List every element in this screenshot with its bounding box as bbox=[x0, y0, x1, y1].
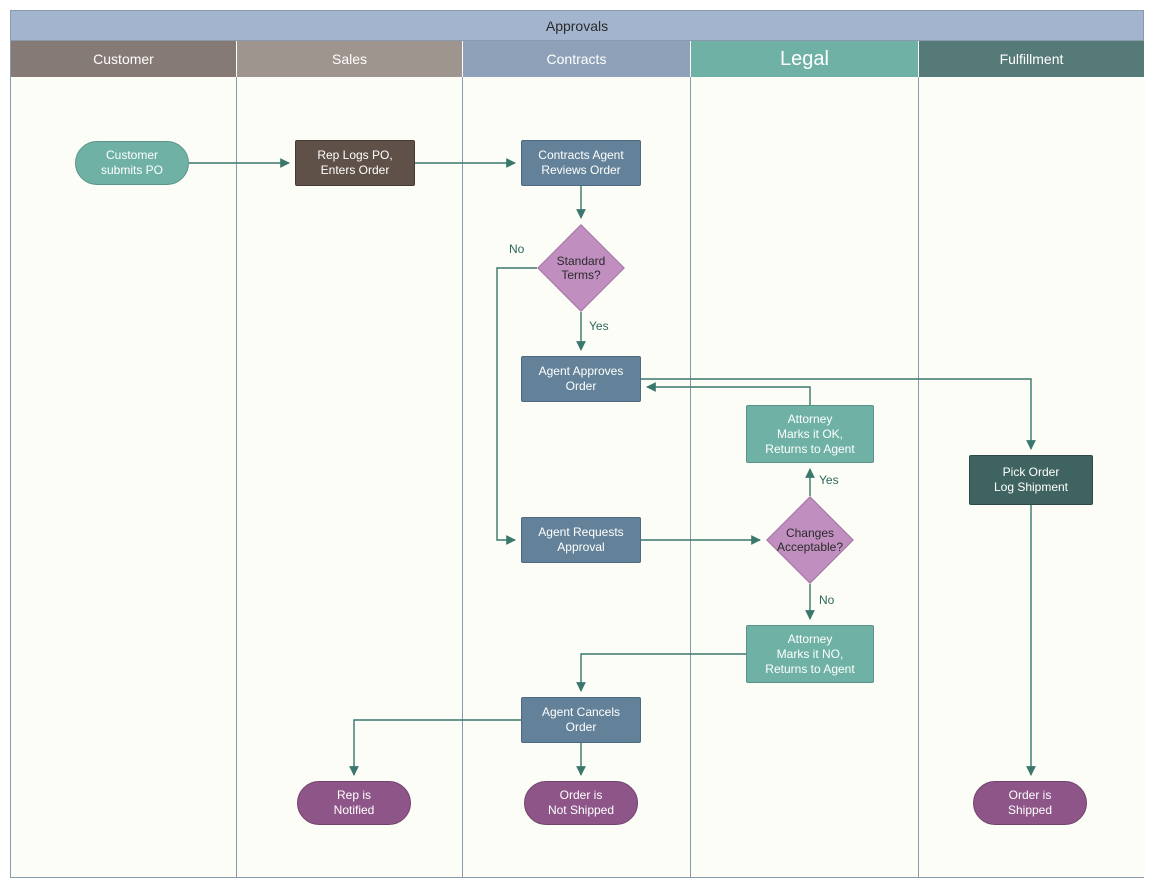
lane-header-customer: Customer bbox=[11, 41, 237, 77]
lane-body-legal bbox=[691, 77, 919, 877]
terminator-repnote: Rep isNotified bbox=[297, 781, 411, 825]
lane-header-legal: Legal bbox=[691, 41, 919, 77]
process-approves: Agent ApprovesOrder bbox=[521, 356, 641, 402]
edge-label-3: Yes bbox=[589, 319, 609, 333]
edge-label-4: No bbox=[509, 242, 524, 256]
process-pick: Pick OrderLog Shipment bbox=[969, 455, 1093, 505]
terminator-notship: Order isNot Shipped bbox=[524, 781, 638, 825]
terminator-start: Customersubmits PO bbox=[75, 141, 189, 185]
terminator-shipped: Order isShipped bbox=[973, 781, 1087, 825]
process-review: Contracts AgentReviews Order bbox=[521, 140, 641, 186]
process-marksok: AttorneyMarks it OK,Returns to Agent bbox=[746, 405, 874, 463]
swimlane-diagram: Approvals CustomerSalesContractsLegalFul… bbox=[10, 10, 1144, 878]
lane-header-sales: Sales bbox=[237, 41, 463, 77]
process-marksno: AttorneyMarks it NO,Returns to Agent bbox=[746, 625, 874, 683]
lane-header-fulfillment: Fulfillment bbox=[919, 41, 1145, 77]
diagram-title: Approvals bbox=[11, 11, 1143, 41]
lane-body-contracts bbox=[463, 77, 691, 877]
process-cancels: Agent CancelsOrder bbox=[521, 697, 641, 743]
edge-label-9: No bbox=[819, 593, 834, 607]
edge-label-7: Yes bbox=[819, 473, 839, 487]
process-requests: Agent RequestsApproval bbox=[521, 517, 641, 563]
lane-header-contracts: Contracts bbox=[463, 41, 691, 77]
lane-body-sales bbox=[237, 77, 463, 877]
lane-body-customer bbox=[11, 77, 237, 877]
process-replogs: Rep Logs PO,Enters Order bbox=[295, 140, 415, 186]
